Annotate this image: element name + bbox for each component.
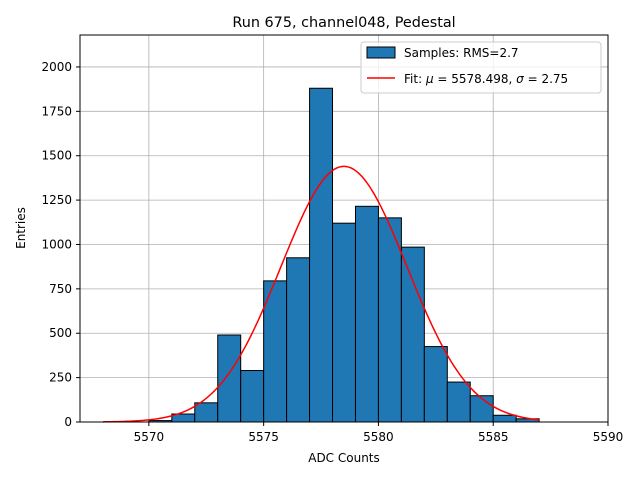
histogram-bar [423, 346, 448, 423]
legend-mu-value: = 5578.498, [434, 72, 517, 86]
y-tick-label: 1750 [41, 104, 72, 118]
x-tick-label: 5580 [363, 430, 394, 444]
y-tick-label: 250 [49, 371, 72, 385]
y-axis-label: Entries [14, 207, 28, 249]
x-axis-ticks: 5570 5575 5580 5585 5590 [134, 422, 624, 444]
y-tick-label: 1250 [41, 193, 72, 207]
plot-frame [79, 34, 609, 423]
histogram-bar [240, 370, 265, 423]
histogram-bar [400, 246, 425, 423]
legend-label-samples: Samples: RMS=2.7 [404, 46, 519, 60]
y-tick-label: 500 [49, 326, 72, 340]
x-tick-label: 5585 [478, 430, 509, 444]
y-axis-ticks: 0 250 500 750 1000 1250 1500 1750 2000 [41, 60, 80, 429]
x-axis-label: ADC Counts [308, 451, 380, 465]
legend-mu-symbol: μ [425, 72, 434, 86]
x-tick-label: 5570 [134, 430, 165, 444]
chart-title: Run 675, channel048, Pedestal [232, 15, 455, 31]
legend-patch [366, 46, 396, 59]
legend-label-fit: Fit: μ = 5578.498, σ = 2.75 [404, 72, 568, 86]
histogram-bar [217, 334, 242, 423]
legend-frame [360, 41, 602, 94]
histogram-bar [332, 222, 356, 423]
y-tick-label: 0 [64, 415, 72, 429]
histogram-bar [469, 395, 494, 423]
legend-sigma-value: = 2.75 [524, 72, 568, 86]
fit-curve [102, 165, 540, 423]
histogram-bar [492, 414, 517, 423]
legend-fit-prefix: Fit: [404, 72, 426, 86]
legend: Samples: RMS=2.7 Fit: μ = 5578.498, σ = … [360, 41, 602, 94]
histogram-bar [354, 205, 379, 423]
histogram-bar [194, 402, 219, 423]
histogram-bar [446, 381, 471, 423]
x-tick-label: 5590 [593, 430, 624, 444]
y-tick-label: 750 [49, 282, 72, 296]
y-tick-label: 2000 [41, 60, 72, 74]
legend-sigma-symbol: σ [516, 72, 524, 86]
histogram-bars [148, 87, 540, 423]
y-tick-label: 1500 [41, 149, 72, 163]
histogram-bar [377, 217, 402, 423]
y-tick-label: 1000 [41, 237, 72, 251]
x-tick-label: 5575 [248, 430, 279, 444]
histogram-bar [286, 257, 311, 423]
histogram-bar [309, 87, 334, 423]
